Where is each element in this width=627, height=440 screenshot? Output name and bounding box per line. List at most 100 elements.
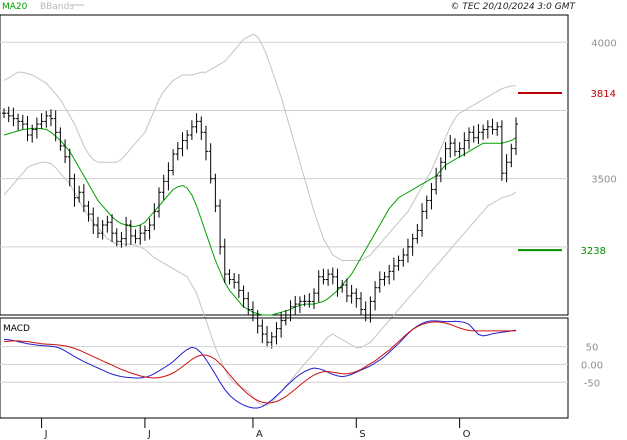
price-bar <box>358 292 363 315</box>
price-bar <box>438 157 443 183</box>
price-bar <box>128 220 133 245</box>
bband-upper-line <box>3 33 516 261</box>
price-bar <box>20 114 25 129</box>
price-bar <box>265 325 270 348</box>
price-bar <box>147 218 152 240</box>
price-bar <box>199 116 204 140</box>
support-resistance: 3814 3238 <box>518 89 616 257</box>
price-bar <box>194 113 199 134</box>
price-bar <box>138 225 143 245</box>
price-bar <box>2 108 6 119</box>
macd-title: MACD <box>3 324 30 334</box>
price-bar <box>279 312 284 338</box>
macd-tick-label: 0.00 <box>581 360 603 371</box>
ma20-line <box>3 127 517 316</box>
price-bar <box>504 154 509 183</box>
price-bar <box>222 238 227 284</box>
price-bar <box>391 257 396 281</box>
price-bar <box>25 115 30 142</box>
price-bar <box>203 125 208 161</box>
header: MA20 BBands © TEC 20/10/2024 3:0 GMT <box>2 2 576 12</box>
price-grid <box>0 41 568 248</box>
price-bar <box>180 132 185 157</box>
price-bar <box>100 220 105 240</box>
price-bar <box>471 125 476 143</box>
price-bar <box>218 199 223 255</box>
price-bar <box>133 229 138 244</box>
price-bar <box>39 113 44 129</box>
price-bar <box>166 162 171 191</box>
price-bar <box>213 173 218 213</box>
price-bar <box>142 225 147 241</box>
price-bar <box>452 138 457 157</box>
support-label: 3238 <box>581 246 606 257</box>
resistance-label: 3814 <box>591 89 616 100</box>
price-bar <box>152 203 157 230</box>
price-bar <box>11 107 16 127</box>
price-bar <box>95 216 100 239</box>
price-bar <box>434 167 439 195</box>
price-bar <box>420 203 425 237</box>
price-bar <box>462 132 467 157</box>
price-bar <box>302 294 307 307</box>
price-bar <box>157 187 162 218</box>
price-bar <box>48 109 53 127</box>
price-bar <box>293 295 298 315</box>
price-bar <box>396 255 401 271</box>
price-bar <box>485 120 490 139</box>
price-bar <box>330 267 335 285</box>
price-y-axis: 3500 4000 <box>591 38 616 185</box>
price-bar <box>58 127 63 151</box>
price-bar <box>236 274 241 299</box>
price-bar <box>30 124 35 143</box>
x-tick-label: J <box>44 429 48 440</box>
price-bar <box>499 120 504 181</box>
x-tick-label: O <box>463 429 471 440</box>
price-bar <box>344 278 349 303</box>
price-bar <box>490 118 495 135</box>
price-bar <box>382 271 387 286</box>
price-bar <box>349 285 354 304</box>
price-bar <box>410 233 415 256</box>
price-bar <box>6 106 11 123</box>
price-bar <box>415 223 420 244</box>
price-bar <box>77 185 82 203</box>
macd-y-axis: 50 0.00 -50 <box>581 343 603 390</box>
price-bar <box>241 285 246 308</box>
price-tick-label: 4000 <box>591 38 616 49</box>
price-bar <box>368 296 373 323</box>
price-bar <box>67 148 72 187</box>
price-bar <box>321 268 326 285</box>
price-bar <box>495 121 500 136</box>
price-bar <box>53 110 58 142</box>
macd-grid <box>0 346 568 383</box>
price-bar <box>255 310 260 334</box>
price-bar <box>373 281 378 311</box>
x-tick-label: S <box>359 429 365 440</box>
bollinger-bands <box>3 33 517 406</box>
bband-lower-line <box>3 161 517 406</box>
signal-line <box>3 321 516 404</box>
price-bar <box>443 142 448 170</box>
price-bar <box>297 296 302 314</box>
price-bar <box>44 111 49 128</box>
price-panel-frame <box>0 14 569 316</box>
copyright-text: © TEC 20/10/2024 3:0 GMT <box>450 2 576 12</box>
price-bar <box>405 238 410 263</box>
price-panel: 3500 4000 3814 3238 <box>0 14 617 406</box>
ma20-legend-label: MA20 <box>2 2 28 12</box>
price-bar <box>429 183 434 210</box>
price-bar <box>171 149 176 176</box>
price-bar <box>335 268 340 297</box>
ma20-path <box>3 127 517 316</box>
price-bar <box>424 195 429 219</box>
price-bar <box>377 271 382 293</box>
price-bar <box>86 201 91 222</box>
price-bar <box>274 322 279 345</box>
price-bar <box>161 174 166 200</box>
price-bar <box>175 142 180 161</box>
price-bar <box>312 288 317 309</box>
price-tick-label: 3500 <box>591 175 616 186</box>
